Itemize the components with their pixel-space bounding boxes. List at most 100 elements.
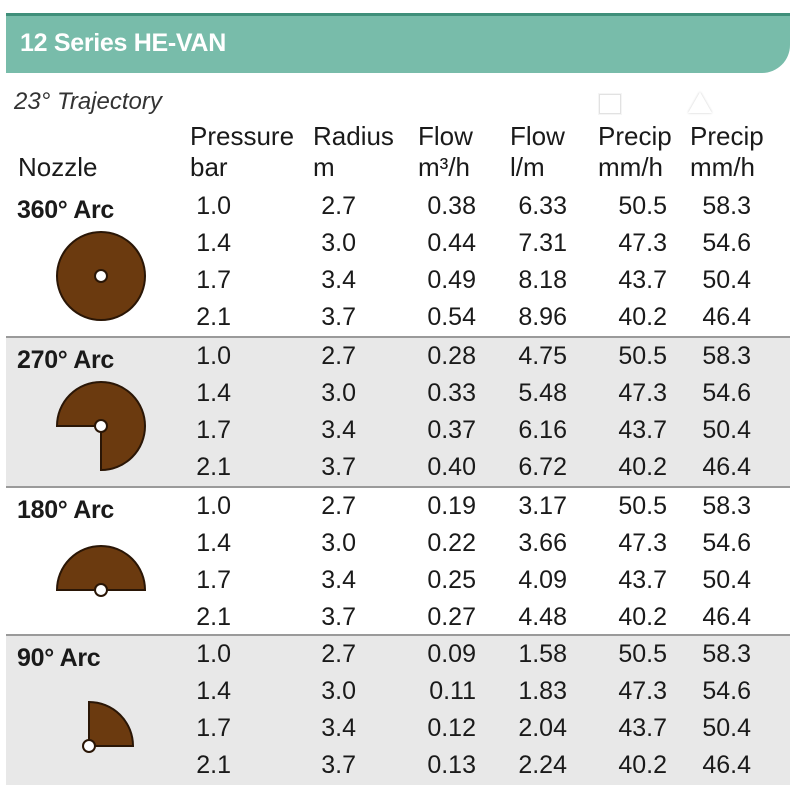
header-radius: Radius m	[313, 121, 394, 183]
table-cell: 54.6	[702, 229, 751, 257]
table-cell: 0.12	[427, 714, 476, 742]
header-radius-title: Radius	[313, 121, 394, 151]
table-cell: 2.7	[321, 640, 356, 668]
header-precip-square-title: Precip	[598, 121, 672, 151]
table-cell: 46.4	[702, 453, 751, 481]
table-cell: 1.7	[196, 416, 231, 444]
header-flow-lm-unit: l/m	[510, 152, 545, 182]
table-cell: 50.4	[702, 416, 751, 444]
header-flow-m3h-title: Flow	[418, 121, 473, 151]
trajectory-label: 23° Trajectory	[14, 88, 162, 115]
table-cell: 3.66	[518, 529, 567, 557]
table-cell: 54.6	[702, 529, 751, 557]
table-cell: 43.7	[618, 266, 667, 294]
header-pressure-title: Pressure	[190, 121, 295, 151]
table-cell: 0.28	[427, 342, 476, 370]
table-cell: 2.1	[196, 751, 231, 779]
table-cell: 0.09	[427, 640, 476, 668]
header-nozzle-label: Nozzle	[18, 152, 98, 182]
table-cell: 0.40	[427, 453, 476, 481]
title-banner: 12 Series HE-VAN	[6, 13, 790, 73]
table-cell: 43.7	[618, 416, 667, 444]
table-cell: 54.6	[702, 677, 751, 705]
table-cell: 46.4	[702, 751, 751, 779]
arc-label: 360° Arc	[17, 196, 115, 224]
page-title: 12 Series HE-VAN	[20, 29, 226, 57]
table-cell: 6.72	[518, 453, 567, 481]
table-cell: 2.1	[196, 303, 231, 331]
table-cell: 2.24	[518, 751, 567, 779]
table-cell: 40.2	[618, 603, 667, 631]
table-cell: 0.37	[427, 416, 476, 444]
table-cell: 2.1	[196, 603, 231, 631]
table-cell: 58.3	[702, 192, 751, 220]
table-cell: 8.96	[518, 303, 567, 331]
table-cell: 3.0	[321, 677, 356, 705]
header-flow-lm: Flow l/m	[510, 121, 565, 183]
table-cell: 3.7	[321, 453, 356, 481]
table-cell: 3.4	[321, 416, 356, 444]
arc-group-90: 90° Arc 1.0 2.7 0.09 1.58 50.5 58.3 1.4 3.0 0.11 1…	[6, 634, 790, 785]
table-cell: 0.22	[427, 529, 476, 557]
triangle-symbol-icon	[688, 92, 712, 113]
table-cell: 46.4	[702, 603, 751, 631]
table-cell: 40.2	[618, 303, 667, 331]
table-cell: 2.7	[321, 342, 356, 370]
table-cell: 0.27	[427, 603, 476, 631]
table-cell: 1.4	[196, 529, 231, 557]
table-cell: 1.0	[196, 192, 231, 220]
square-symbol-icon	[599, 94, 621, 114]
table-cell: 1.0	[196, 640, 231, 668]
table-cell: 3.7	[321, 603, 356, 631]
header-precip-square: Precip mm/h	[598, 121, 672, 183]
nozzle-360-arc-icon	[56, 231, 146, 321]
arc-label: 180° Arc	[17, 496, 115, 524]
arc-label: 90° Arc	[17, 644, 101, 672]
table-cell: 1.0	[196, 492, 231, 520]
table-cell: 3.4	[321, 566, 356, 594]
table-cell: 1.4	[196, 677, 231, 705]
table-cell: 8.18	[518, 266, 567, 294]
table-cell: 3.17	[518, 492, 567, 520]
table-cell: 50.5	[618, 640, 667, 668]
table-cell: 47.3	[618, 379, 667, 407]
header-precip-triangle: Precip mm/h	[690, 121, 764, 183]
table-cell: 50.4	[702, 266, 751, 294]
table-cell: 0.44	[427, 229, 476, 257]
table-cell: 0.49	[427, 266, 476, 294]
table-cell: 2.7	[321, 192, 356, 220]
table-cell: 0.25	[427, 566, 476, 594]
arc-group-360: 360° Arc 1.0 2.7 0.38 6.33 50.5 58.3 1.4 3.0 0.44…	[6, 188, 790, 337]
header-nozzle: Nozzle	[18, 152, 97, 183]
arc-label: 270° Arc	[17, 346, 115, 374]
table-cell: 0.13	[427, 751, 476, 779]
table-cell: 47.3	[618, 677, 667, 705]
table-cell: 1.0	[196, 342, 231, 370]
header-pressure: Pressure bar	[190, 121, 294, 183]
table-cell: 0.38	[427, 192, 476, 220]
header-flow-lm-title: Flow	[510, 121, 565, 151]
arc-group-270: 270° Arc 1.0 2.7 0.28 4.75 50.5 58.3 1.4 3.0 0.33…	[6, 336, 790, 487]
nozzle-180-arc-icon	[55, 545, 147, 597]
table-cell: 50.5	[618, 192, 667, 220]
table-cell: 2.7	[321, 492, 356, 520]
table-cell: 3.7	[321, 751, 356, 779]
table-cell: 6.33	[518, 192, 567, 220]
table-cell: 46.4	[702, 303, 751, 331]
nozzle-270-arc-icon	[55, 381, 146, 472]
table-cell: 5.48	[518, 379, 567, 407]
table-cell: 4.09	[518, 566, 567, 594]
table-cell: 50.4	[702, 566, 751, 594]
table-cell: 1.7	[196, 266, 231, 294]
table-cell: 7.31	[518, 229, 567, 257]
table-cell: 1.7	[196, 566, 231, 594]
table-cell: 58.3	[702, 492, 751, 520]
table-cell: 0.33	[427, 379, 476, 407]
table-cell: 0.11	[429, 677, 476, 705]
table-cell: 47.3	[618, 529, 667, 557]
table-cell: 50.5	[618, 492, 667, 520]
table-cell: 58.3	[702, 640, 751, 668]
table-cell: 3.0	[321, 229, 356, 257]
table-cell: 40.2	[618, 453, 667, 481]
